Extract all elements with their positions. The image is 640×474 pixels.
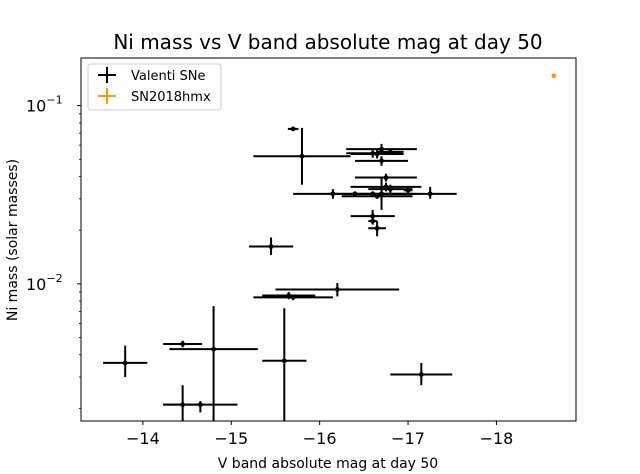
series-0 <box>103 126 457 421</box>
data-point-0-3 <box>163 401 238 413</box>
x-tick-label-0: −14 <box>126 429 160 448</box>
point-marker <box>334 287 340 292</box>
data-point-0-24 <box>355 173 417 182</box>
legend: Valenti SNe SN2018hmx <box>87 63 222 111</box>
legend-marker-valenti <box>98 67 116 83</box>
point-marker <box>387 149 393 155</box>
point-marker <box>122 360 128 366</box>
data-point-0-30 <box>390 362 453 386</box>
data-point-0-28 <box>403 186 413 194</box>
point-marker <box>405 187 411 193</box>
data-point-0-2 <box>163 385 203 421</box>
y-tick-label-1: 10−1 <box>26 94 63 116</box>
point-marker <box>379 191 384 197</box>
y-tick-label-0: 10−2 <box>26 272 63 294</box>
point-marker <box>281 358 287 364</box>
point-marker <box>551 73 557 79</box>
y-axis-ticks: 10−2 10−1 <box>26 94 81 409</box>
x-axis-ticks: −14 −15 −16 −17 −18 <box>126 421 513 448</box>
point-marker <box>211 346 216 352</box>
data-point-0-4 <box>169 306 258 421</box>
data-point-0-8 <box>253 294 333 301</box>
data-point-0-19 <box>368 221 386 237</box>
data-point-0-18 <box>341 193 413 199</box>
data-point-0-26 <box>377 149 404 155</box>
data-point-0-9 <box>287 126 299 132</box>
legend-marker-sn2018hmx <box>98 88 116 104</box>
point-marker <box>427 191 433 197</box>
point-marker <box>370 218 376 224</box>
data-point-0-27 <box>368 184 413 194</box>
point-marker <box>180 341 186 347</box>
x-tick-label-2: −16 <box>303 429 337 448</box>
point-marker <box>387 186 393 192</box>
data-point-0-21 <box>346 143 417 155</box>
data-point-0-15 <box>368 217 378 225</box>
data-point-0-29 <box>403 186 457 199</box>
data-point-0-10 <box>253 127 351 185</box>
point-marker <box>370 213 376 219</box>
data-point-0-22 <box>355 156 409 166</box>
x-tick-label-1: −15 <box>214 429 248 448</box>
point-marker <box>374 225 380 231</box>
point-marker <box>374 193 380 199</box>
data-point-0-0 <box>103 345 148 378</box>
chart-title: Ni mass vs V band absolute mag at day 50 <box>113 30 542 54</box>
plot-frame <box>80 57 577 422</box>
legend-frame <box>87 63 222 111</box>
point-marker <box>268 244 274 249</box>
data-point-0-1 <box>163 340 203 348</box>
data-point-0-23 <box>350 178 413 210</box>
point-marker <box>383 175 389 180</box>
point-marker <box>290 126 296 132</box>
data-point-0-11 <box>275 283 400 297</box>
data-point-1-0 <box>551 73 557 79</box>
plot-marks <box>103 73 557 421</box>
point-marker <box>418 372 424 377</box>
point-marker <box>299 153 305 159</box>
y-axis-label: Ni mass (solar masses) <box>5 159 21 321</box>
legend-label-valenti: Valenti SNe <box>131 69 206 84</box>
point-marker <box>383 184 389 190</box>
point-marker <box>379 146 384 152</box>
point-marker <box>197 402 203 408</box>
series-1 <box>551 73 557 79</box>
x-tick-label-3: −17 <box>391 429 425 448</box>
point-marker <box>290 294 296 300</box>
data-point-0-5 <box>248 237 294 256</box>
point-marker <box>379 158 384 164</box>
x-tick-label-4: −18 <box>480 429 514 448</box>
data-point-0-6 <box>262 308 307 421</box>
x-axis-label: V band absolute mag at day 50 <box>218 456 438 472</box>
legend-label-sn2018hmx: SN2018hmx <box>131 90 211 105</box>
